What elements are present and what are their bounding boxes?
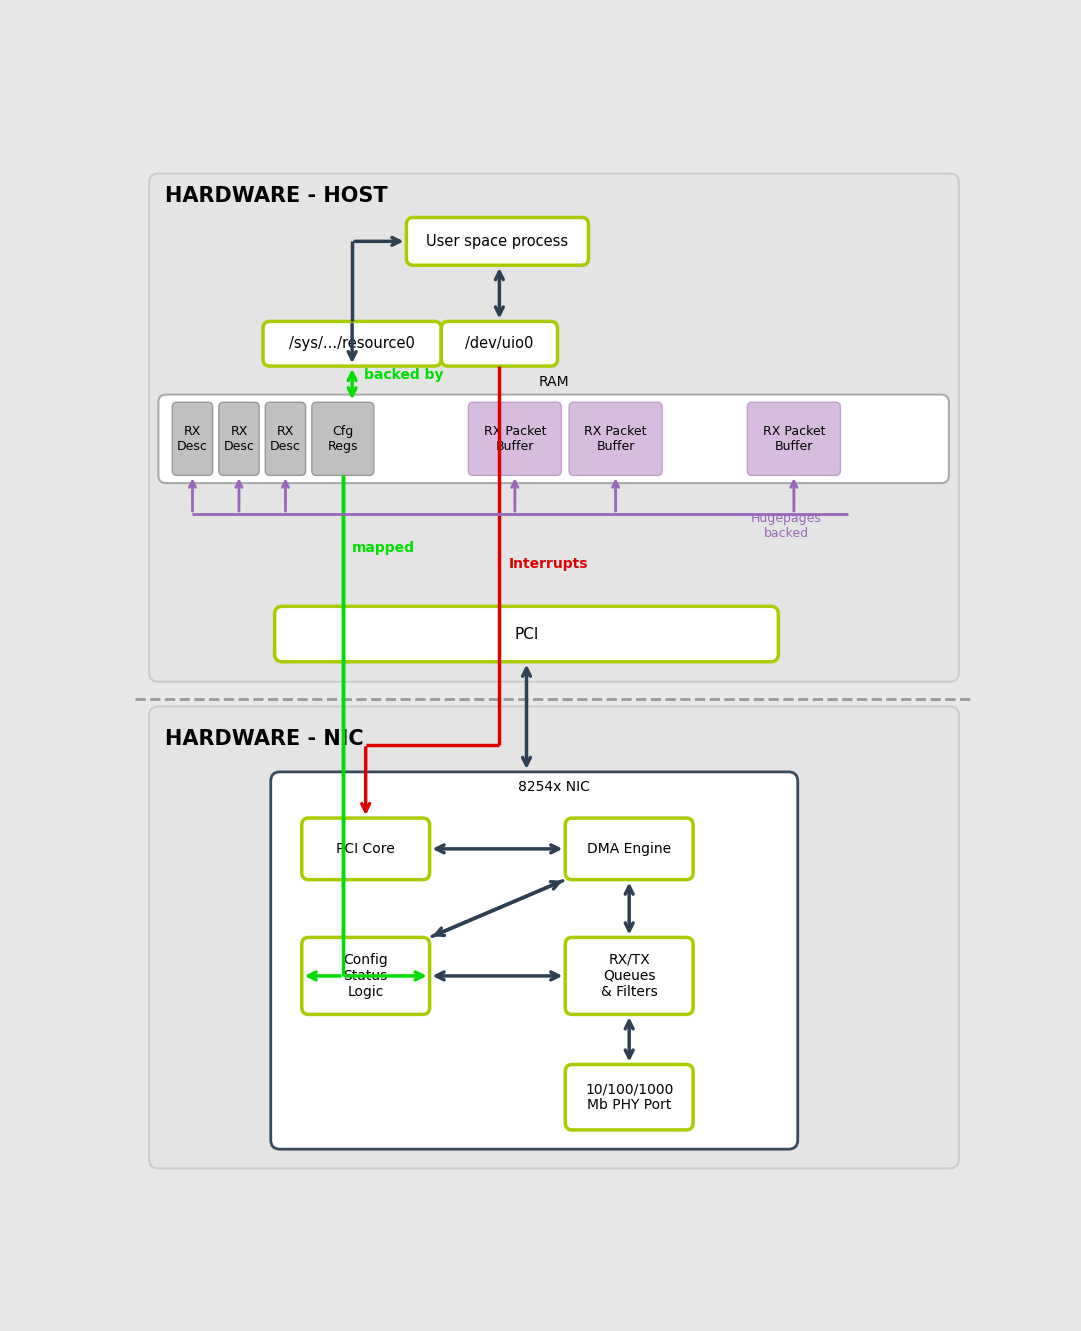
- Text: backed by: backed by: [363, 369, 443, 382]
- FancyArrowPatch shape: [432, 881, 559, 936]
- FancyArrowPatch shape: [282, 482, 289, 511]
- Text: Interrupts: Interrupts: [509, 556, 588, 571]
- FancyArrowPatch shape: [308, 972, 341, 980]
- Text: DMA Engine: DMA Engine: [587, 843, 671, 856]
- FancyArrowPatch shape: [625, 1021, 633, 1058]
- Text: RX
Desc: RX Desc: [177, 425, 208, 453]
- Text: Cfg
Regs: Cfg Regs: [328, 425, 358, 453]
- FancyBboxPatch shape: [441, 321, 558, 366]
- FancyBboxPatch shape: [406, 217, 588, 265]
- FancyBboxPatch shape: [270, 772, 798, 1149]
- Text: User space process: User space process: [426, 234, 569, 249]
- FancyBboxPatch shape: [149, 707, 959, 1169]
- FancyArrowPatch shape: [437, 845, 559, 853]
- Text: RAM: RAM: [538, 375, 569, 389]
- FancyArrowPatch shape: [522, 668, 531, 765]
- FancyBboxPatch shape: [218, 402, 259, 475]
- Text: mapped: mapped: [352, 542, 415, 555]
- Text: /dev/uio0: /dev/uio0: [465, 337, 534, 351]
- FancyArrowPatch shape: [189, 482, 196, 511]
- FancyArrowPatch shape: [346, 972, 423, 980]
- Text: RX Packet
Buffer: RX Packet Buffer: [585, 425, 646, 453]
- Text: /sys/.../resource0: /sys/.../resource0: [290, 337, 415, 351]
- Text: RX Packet
Buffer: RX Packet Buffer: [483, 425, 546, 453]
- Text: RX
Desc: RX Desc: [270, 425, 301, 453]
- FancyArrowPatch shape: [348, 373, 356, 395]
- Text: HARDWARE - NIC: HARDWARE - NIC: [164, 729, 363, 749]
- FancyBboxPatch shape: [311, 402, 374, 475]
- Text: 10/100/1000
Mb PHY Port: 10/100/1000 Mb PHY Port: [585, 1082, 673, 1113]
- FancyBboxPatch shape: [468, 402, 561, 475]
- FancyArrowPatch shape: [362, 748, 370, 812]
- FancyArrowPatch shape: [791, 482, 797, 511]
- FancyArrowPatch shape: [355, 237, 400, 245]
- Text: 8254x NIC: 8254x NIC: [518, 780, 589, 795]
- FancyArrowPatch shape: [495, 272, 504, 314]
- Text: RX
Desc: RX Desc: [224, 425, 254, 453]
- FancyBboxPatch shape: [302, 819, 429, 880]
- FancyBboxPatch shape: [265, 402, 306, 475]
- FancyArrowPatch shape: [236, 482, 242, 511]
- FancyBboxPatch shape: [149, 173, 959, 681]
- Text: PCI Core: PCI Core: [336, 843, 395, 856]
- FancyArrowPatch shape: [436, 881, 563, 936]
- FancyArrowPatch shape: [511, 482, 518, 511]
- FancyBboxPatch shape: [565, 937, 693, 1014]
- Text: Config
Status
Logic: Config Status Logic: [344, 953, 388, 1000]
- FancyBboxPatch shape: [275, 607, 778, 662]
- FancyBboxPatch shape: [172, 402, 213, 475]
- FancyBboxPatch shape: [263, 321, 441, 366]
- Text: Hugepages
backed: Hugepages backed: [750, 512, 822, 540]
- FancyBboxPatch shape: [159, 394, 949, 483]
- FancyBboxPatch shape: [302, 937, 429, 1014]
- FancyBboxPatch shape: [565, 819, 693, 880]
- FancyBboxPatch shape: [747, 402, 840, 475]
- Text: PCI: PCI: [515, 627, 538, 642]
- Text: HARDWARE - HOST: HARDWARE - HOST: [164, 186, 387, 206]
- FancyBboxPatch shape: [569, 402, 663, 475]
- Text: RX Packet
Buffer: RX Packet Buffer: [762, 425, 825, 453]
- FancyArrowPatch shape: [437, 972, 559, 980]
- FancyArrowPatch shape: [613, 482, 618, 511]
- FancyArrowPatch shape: [625, 886, 633, 930]
- FancyBboxPatch shape: [565, 1065, 693, 1130]
- FancyArrowPatch shape: [348, 325, 356, 359]
- Text: RX/TX
Queues
& Filters: RX/TX Queues & Filters: [601, 953, 657, 1000]
